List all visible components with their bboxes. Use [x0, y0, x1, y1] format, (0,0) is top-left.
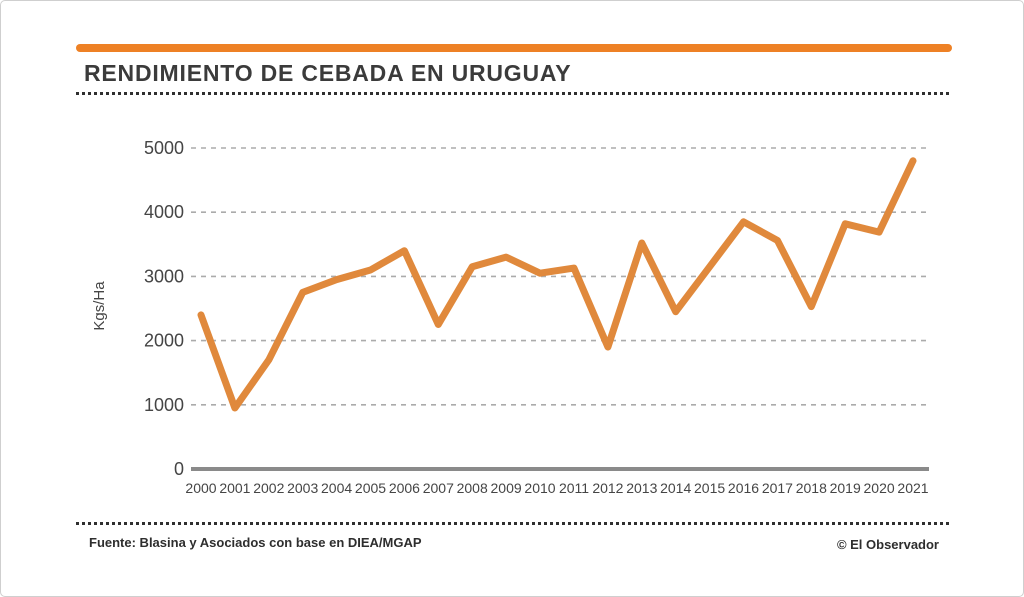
x-tick-label: 2009 [491, 480, 522, 496]
x-tick-label: 2001 [219, 480, 250, 496]
x-tick-label: 2005 [355, 480, 386, 496]
y-tick-label: 5000 [144, 138, 184, 158]
x-tick-label: 2015 [694, 480, 725, 496]
y-tick-label: 0 [174, 459, 184, 479]
x-tick-label: 2016 [728, 480, 759, 496]
y-axis-title: Kgs/Ha [91, 281, 108, 331]
yield-line [197, 157, 917, 412]
accent-bar [76, 44, 952, 52]
source-text: Fuente: Blasina y Asociados con base en … [89, 535, 422, 550]
x-tick-label: 2017 [762, 480, 793, 496]
y-tick-label: 3000 [144, 266, 184, 286]
x-tick-label: 2018 [796, 480, 827, 496]
footer-divider [76, 522, 949, 525]
x-tick-label: 2021 [897, 480, 928, 496]
x-tick-label: 2006 [389, 480, 420, 496]
x-tick-label: 2010 [524, 480, 555, 496]
page-title: RENDIMIENTO DE CEBADA EN URUGUAY [84, 60, 572, 86]
credit-text: © El Observador [836, 537, 939, 552]
x-tick-label: 2008 [457, 480, 488, 496]
x-tick-label: 2000 [185, 480, 216, 496]
x-tick-label: 2002 [253, 480, 284, 496]
y-tick-label: 2000 [144, 331, 184, 351]
y-tick-label: 4000 [144, 202, 184, 222]
x-tick-label: 2012 [592, 480, 623, 496]
x-tick-label: 2020 [864, 480, 895, 496]
x-tick-label: 2003 [287, 480, 318, 496]
x-tick-label: 2011 [559, 480, 589, 496]
title-divider [76, 92, 949, 95]
x-tick-label: 2007 [423, 480, 454, 496]
x-tick-label: 2013 [626, 480, 657, 496]
y-tick-label: 1000 [144, 395, 184, 415]
x-tick-label: 2014 [660, 480, 691, 496]
x-tick-label: 2004 [321, 480, 352, 496]
x-tick-label: 2019 [830, 480, 861, 496]
